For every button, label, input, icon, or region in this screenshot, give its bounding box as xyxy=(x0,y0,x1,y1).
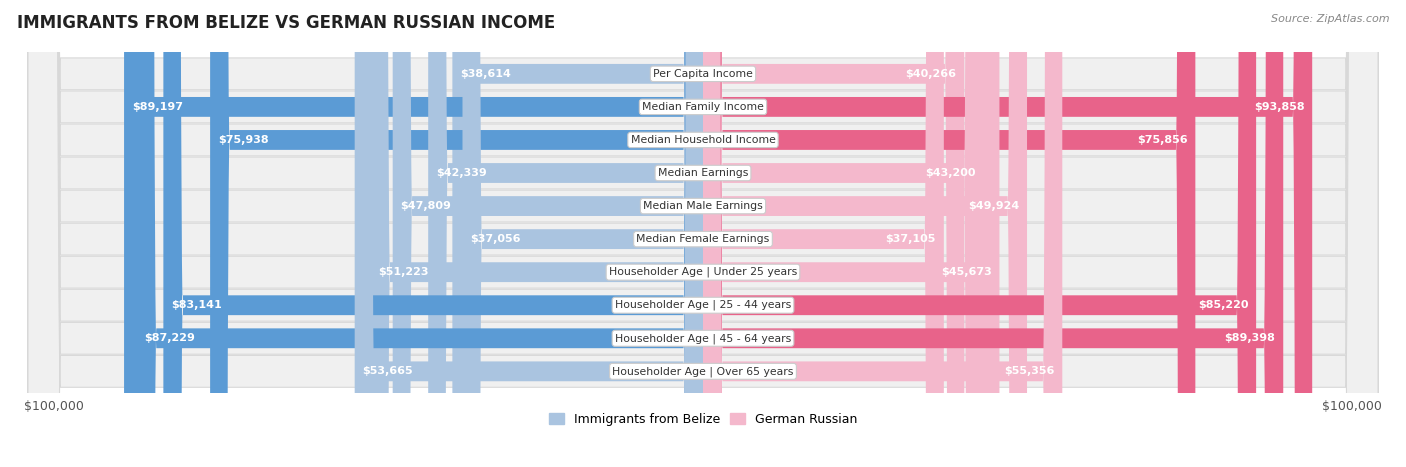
FancyBboxPatch shape xyxy=(28,0,1378,467)
FancyBboxPatch shape xyxy=(703,0,943,467)
Text: $53,665: $53,665 xyxy=(363,366,413,376)
FancyBboxPatch shape xyxy=(703,0,1312,467)
FancyBboxPatch shape xyxy=(124,0,703,467)
Text: $75,856: $75,856 xyxy=(1137,135,1188,145)
Text: Median Household Income: Median Household Income xyxy=(630,135,776,145)
Text: $38,614: $38,614 xyxy=(460,69,510,79)
FancyBboxPatch shape xyxy=(136,0,703,467)
FancyBboxPatch shape xyxy=(28,0,1378,467)
Text: Householder Age | 45 - 64 years: Householder Age | 45 - 64 years xyxy=(614,333,792,344)
Text: Householder Age | 25 - 44 years: Householder Age | 25 - 44 years xyxy=(614,300,792,311)
FancyBboxPatch shape xyxy=(703,0,1195,467)
FancyBboxPatch shape xyxy=(429,0,703,467)
Text: $83,141: $83,141 xyxy=(172,300,222,310)
Text: Householder Age | Under 25 years: Householder Age | Under 25 years xyxy=(609,267,797,277)
Text: $89,398: $89,398 xyxy=(1225,333,1275,343)
Text: Median Female Earnings: Median Female Earnings xyxy=(637,234,769,244)
FancyBboxPatch shape xyxy=(28,0,1378,467)
FancyBboxPatch shape xyxy=(463,0,703,467)
Text: $75,938: $75,938 xyxy=(218,135,269,145)
FancyBboxPatch shape xyxy=(163,0,703,467)
Text: $47,809: $47,809 xyxy=(401,201,451,211)
Text: Source: ZipAtlas.com: Source: ZipAtlas.com xyxy=(1271,14,1389,24)
Text: $49,924: $49,924 xyxy=(967,201,1019,211)
Text: $40,266: $40,266 xyxy=(905,69,956,79)
FancyBboxPatch shape xyxy=(703,0,1284,467)
FancyBboxPatch shape xyxy=(28,0,1378,467)
FancyBboxPatch shape xyxy=(371,0,703,467)
Text: $37,056: $37,056 xyxy=(470,234,520,244)
FancyBboxPatch shape xyxy=(28,0,1378,467)
FancyBboxPatch shape xyxy=(28,0,1378,467)
Legend: Immigrants from Belize, German Russian: Immigrants from Belize, German Russian xyxy=(544,408,862,431)
FancyBboxPatch shape xyxy=(703,0,1063,467)
Text: $37,105: $37,105 xyxy=(886,234,936,244)
Text: $87,229: $87,229 xyxy=(145,333,195,343)
Text: $43,200: $43,200 xyxy=(925,168,976,178)
FancyBboxPatch shape xyxy=(28,0,1378,467)
Text: Median Earnings: Median Earnings xyxy=(658,168,748,178)
Text: Per Capita Income: Per Capita Income xyxy=(652,69,754,79)
FancyBboxPatch shape xyxy=(392,0,703,467)
FancyBboxPatch shape xyxy=(703,0,965,467)
FancyBboxPatch shape xyxy=(453,0,703,467)
FancyBboxPatch shape xyxy=(354,0,703,467)
Text: Median Family Income: Median Family Income xyxy=(643,102,763,112)
Text: $42,339: $42,339 xyxy=(436,168,486,178)
Text: Median Male Earnings: Median Male Earnings xyxy=(643,201,763,211)
FancyBboxPatch shape xyxy=(703,0,1026,467)
Text: $93,858: $93,858 xyxy=(1254,102,1305,112)
FancyBboxPatch shape xyxy=(703,0,1256,467)
FancyBboxPatch shape xyxy=(28,0,1378,467)
FancyBboxPatch shape xyxy=(28,0,1378,467)
Text: $51,223: $51,223 xyxy=(378,267,429,277)
Text: $55,356: $55,356 xyxy=(1004,366,1054,376)
Text: Householder Age | Over 65 years: Householder Age | Over 65 years xyxy=(612,366,794,376)
Text: $85,220: $85,220 xyxy=(1198,300,1249,310)
FancyBboxPatch shape xyxy=(703,0,1000,467)
FancyBboxPatch shape xyxy=(209,0,703,467)
FancyBboxPatch shape xyxy=(28,0,1378,467)
Text: $45,673: $45,673 xyxy=(941,267,991,277)
Text: IMMIGRANTS FROM BELIZE VS GERMAN RUSSIAN INCOME: IMMIGRANTS FROM BELIZE VS GERMAN RUSSIAN… xyxy=(17,14,555,32)
FancyBboxPatch shape xyxy=(703,0,983,467)
Text: $89,197: $89,197 xyxy=(132,102,183,112)
